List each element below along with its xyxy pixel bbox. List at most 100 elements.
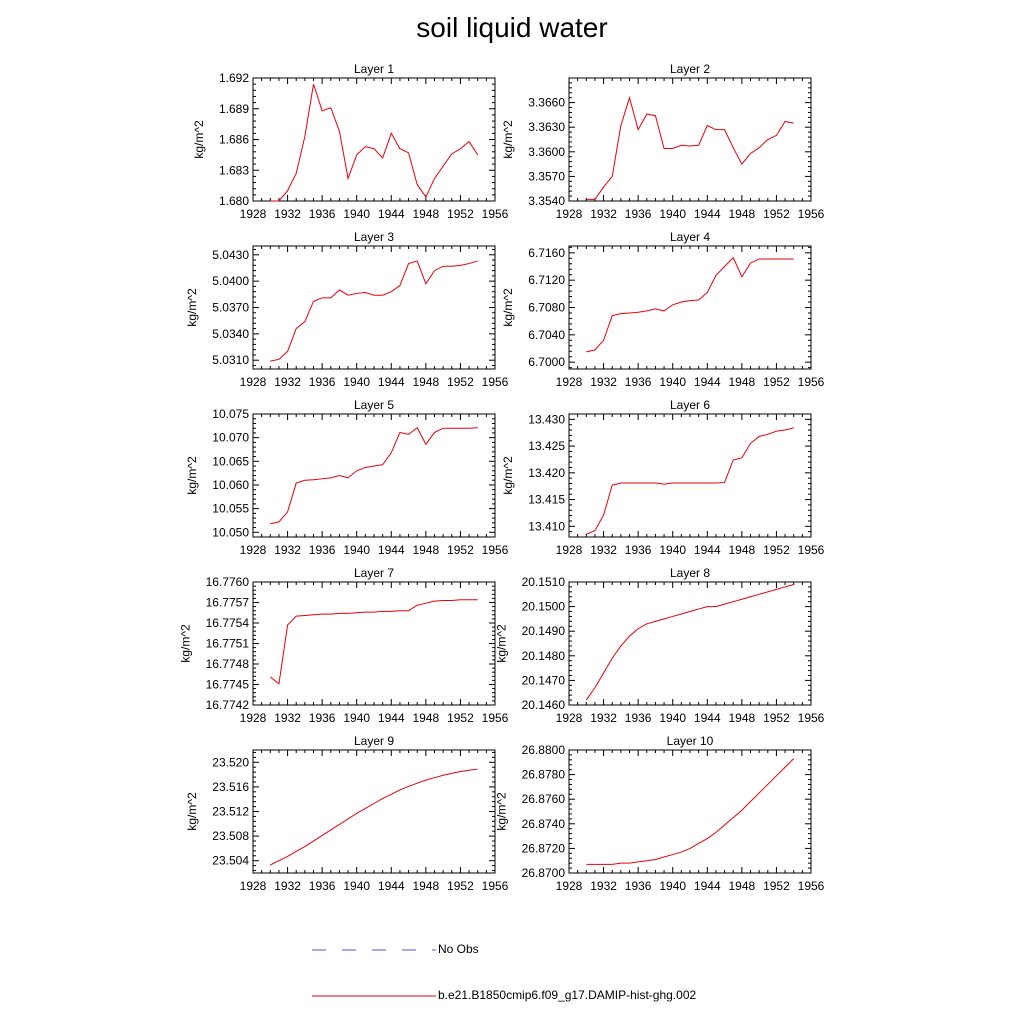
x-tick-label: 1952 — [763, 879, 790, 893]
chart-panel-5: 1928 1932 1936 1940 1944 1948 1952 1956 10.050 10… — [185, 398, 508, 557]
plot-frame — [568, 749, 812, 874]
series-line — [270, 768, 478, 866]
y-tick-label: 1.680 — [219, 194, 249, 208]
plot-frame — [568, 581, 812, 706]
y-tick-label: 1.692 — [219, 71, 249, 85]
panel-title: Layer 7 — [354, 566, 394, 580]
series-line — [586, 95, 794, 200]
x-tick-label: 1932 — [590, 375, 617, 389]
x-tick-label: 1932 — [590, 711, 617, 725]
y-axis-label: kg/m^2 — [185, 792, 199, 831]
y-tick-label: 6.7080 — [528, 301, 565, 315]
x-tick-label: 1932 — [274, 879, 301, 893]
x-tick-label: 1928 — [240, 375, 267, 389]
x-tick-label: 1928 — [240, 207, 267, 221]
x-tick-label: 1932 — [274, 543, 301, 557]
y-tick-label: 1.683 — [219, 163, 249, 177]
y-axis-label: kg/m^2 — [185, 288, 199, 327]
y-tick-label: 10.050 — [212, 525, 249, 539]
y-tick-label: 20.1490 — [522, 624, 566, 638]
y-tick-label: 23.504 — [212, 854, 249, 868]
x-tick-label: 1944 — [694, 711, 721, 725]
panel-title: Layer 10 — [667, 734, 714, 748]
y-tick-label: 26.8700 — [522, 866, 566, 880]
x-tick-label: 1928 — [556, 207, 583, 221]
x-tick-label: 1956 — [798, 543, 825, 557]
series-line — [585, 583, 794, 701]
x-tick-label: 1928 — [240, 543, 267, 557]
y-tick-label: 6.7040 — [528, 328, 565, 342]
series-line — [270, 260, 478, 362]
plot-frame — [252, 245, 496, 370]
y-axis-label: kg/m^2 — [501, 456, 515, 495]
x-tick-label: 1956 — [482, 543, 509, 557]
y-axis-label: kg/m^2 — [494, 624, 508, 663]
y-axis-label: kg/m^2 — [178, 624, 192, 663]
x-tick-label: 1944 — [378, 543, 405, 557]
x-tick-label: 1936 — [309, 711, 336, 725]
chart-panel-1: 1928 1932 1936 1940 1944 1948 1952 1956 1.680 1.6… — [192, 62, 509, 221]
x-tick-label: 1944 — [694, 375, 721, 389]
x-tick-label: 1952 — [447, 543, 474, 557]
x-tick-label: 1940 — [659, 207, 686, 221]
series-line — [270, 83, 479, 202]
x-tick-label: 1956 — [798, 375, 825, 389]
x-tick-label: 1936 — [625, 711, 652, 725]
chart-panel-2: 1928 1932 1936 1940 1944 1948 1952 1956 3.3540 3.… — [501, 62, 824, 221]
x-tick-label: 1940 — [343, 543, 370, 557]
y-tick-label: 13.420 — [528, 466, 565, 480]
x-tick-label: 1956 — [798, 711, 825, 725]
y-tick-label: 23.520 — [212, 755, 249, 769]
y-tick-label: 10.070 — [212, 431, 249, 445]
x-tick-label: 1928 — [556, 879, 583, 893]
series-line — [270, 426, 478, 525]
x-tick-label: 1932 — [274, 207, 301, 221]
x-tick-label: 1936 — [625, 543, 652, 557]
x-tick-label: 1956 — [482, 207, 509, 221]
x-tick-label: 1952 — [447, 879, 474, 893]
x-tick-label: 1940 — [659, 375, 686, 389]
x-tick-label: 1940 — [343, 375, 370, 389]
x-tick-label: 1932 — [274, 711, 301, 725]
x-tick-label: 1948 — [413, 711, 440, 725]
x-tick-label: 1928 — [240, 879, 267, 893]
y-axis-label: kg/m^2 — [494, 792, 508, 831]
x-tick-label: 1936 — [625, 207, 652, 221]
y-axis-label: kg/m^2 — [185, 456, 199, 495]
y-tick-label: 3.3570 — [528, 169, 565, 183]
plot-frame — [252, 413, 496, 538]
x-tick-label: 1948 — [413, 375, 440, 389]
x-tick-label: 1956 — [798, 879, 825, 893]
y-tick-label: 10.055 — [212, 502, 249, 516]
x-tick-label: 1928 — [556, 375, 583, 389]
panel-title: Layer 3 — [354, 230, 394, 244]
x-tick-label: 1940 — [343, 711, 370, 725]
y-tick-label: 26.8760 — [522, 792, 566, 806]
y-tick-label: 16.7742 — [206, 698, 250, 712]
y-tick-label: 1.686 — [219, 133, 249, 147]
x-tick-label: 1952 — [447, 711, 474, 725]
x-tick-label: 1932 — [274, 375, 301, 389]
x-tick-label: 1944 — [378, 207, 405, 221]
y-tick-label: 10.065 — [212, 454, 249, 468]
plot-frame — [568, 245, 812, 370]
x-tick-label: 1944 — [694, 543, 721, 557]
chart-panel-6: 1928 1932 1936 1940 1944 1948 1952 1956 13.410 13… — [501, 398, 824, 557]
x-tick-label: 1944 — [378, 375, 405, 389]
chart-panel-9: 1928 1932 1936 1940 1944 1948 1952 1956 23.504 23… — [185, 734, 508, 893]
y-tick-label: 20.1460 — [522, 698, 566, 712]
y-tick-label: 5.0340 — [212, 327, 249, 341]
plot-frame — [252, 749, 496, 874]
y-tick-label: 16.7754 — [206, 616, 250, 630]
y-tick-label: 13.430 — [528, 412, 565, 426]
x-tick-label: 1936 — [625, 375, 652, 389]
y-tick-label: 13.410 — [528, 519, 565, 533]
figure-title: soil liquid water — [416, 12, 608, 43]
y-tick-label: 26.8800 — [522, 743, 566, 757]
y-tick-label: 23.516 — [212, 780, 249, 794]
x-tick-label: 1928 — [556, 711, 583, 725]
x-tick-label: 1956 — [482, 375, 509, 389]
y-tick-label: 5.0370 — [212, 301, 249, 315]
x-tick-label: 1952 — [763, 711, 790, 725]
legend-label: b.e21.B1850cmip6.f09_g17.DAMIP-hist-ghg.… — [438, 988, 697, 1002]
